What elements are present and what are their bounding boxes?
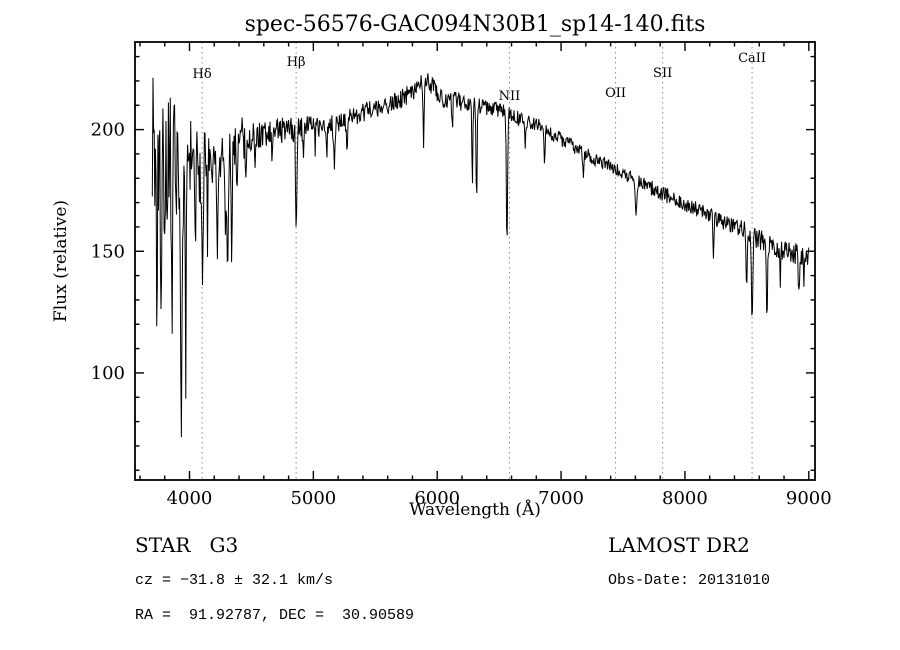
x-tick-label: 9000 (786, 488, 832, 509)
axes-layer: 4000 5000 6000 7000 8000 9000 100 150 200 (91, 41, 832, 509)
x-tick-label: 7000 (538, 488, 584, 509)
y-tick-label: 200 (91, 120, 125, 141)
x-tick-label: 8000 (662, 488, 708, 509)
spectral-line-label: SII (653, 66, 672, 81)
obs-date-text: Obs-Date: 20131010 (608, 572, 771, 589)
spectral-line-label: CaII (738, 51, 766, 66)
survey-text: LAMOST DR2 (608, 533, 750, 557)
y-tick-label: 100 (91, 363, 125, 384)
x-tick-label: 5000 (290, 488, 336, 509)
spectral-line-markers: Hδ Hβ NII OII SII CaII (193, 42, 766, 480)
spectral-line-label: NII (499, 89, 521, 104)
plot-title: spec-56576-GAC094N30B1_sp14-140.fits (245, 12, 706, 37)
coords-text: RA = 91.92787, DEC = 30.90589 (135, 607, 415, 624)
x-tick-label: 6000 (414, 488, 460, 509)
spectral-line-label: Hδ (193, 67, 212, 82)
spectrum-trace-layer (151, 73, 810, 438)
spectral-line-label: OII (605, 86, 626, 101)
classification-text: STAR G3 (135, 533, 239, 557)
cz-text: cz = −31.8 ± 32.1 km/s (135, 572, 334, 589)
spectral-line-label: Hβ (287, 55, 306, 70)
y-tick-label: 150 (91, 241, 125, 262)
x-axis-label: Wavelength (Å) (409, 499, 541, 520)
y-axis-label: Flux (relative) (51, 200, 71, 322)
plot-box (134, 41, 816, 481)
spectrum-line (151, 73, 810, 438)
x-tick-label: 4000 (167, 488, 213, 509)
